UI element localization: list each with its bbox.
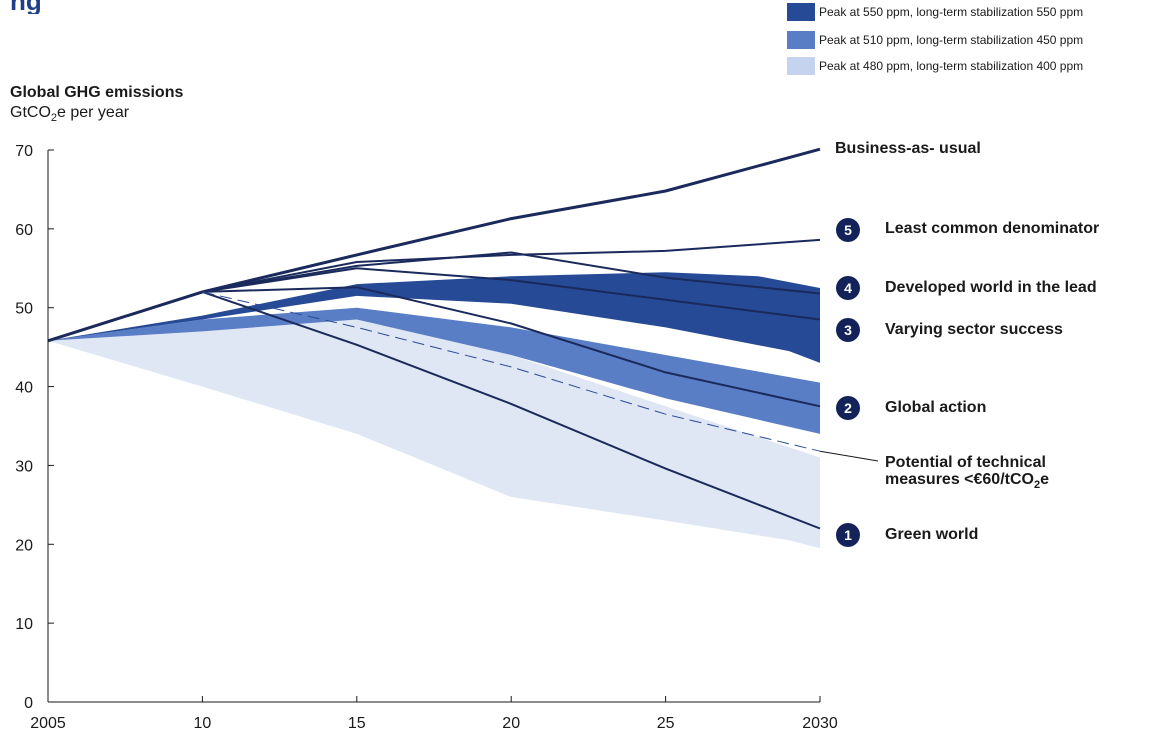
badge-scenario-1: 1: [836, 523, 860, 547]
x-tick-label: 20: [502, 715, 520, 732]
scenario-lines: [47, 147, 821, 530]
legend-label: Peak at 550 ppm, long-term stabilization…: [819, 5, 1084, 19]
legend-swatch: [787, 57, 815, 75]
legend-label: Peak at 510 ppm, long-term stabilization…: [819, 33, 1084, 47]
y-tick-label: 50: [15, 301, 33, 318]
y-axis-title: Global GHG emissions: [10, 84, 184, 101]
label-business-as-usual: Business-as- usual: [835, 140, 981, 157]
x-tick-label: 15: [348, 715, 366, 732]
y-tick-label: 70: [15, 143, 33, 160]
x-tick-label: 2005: [30, 715, 66, 732]
x-tick-label: 25: [657, 715, 675, 732]
label-leaders: [819, 450, 879, 462]
chart-title: ng: [10, 0, 42, 14]
scenario-bands: [48, 272, 820, 549]
legend-swatch: [787, 3, 815, 21]
series-line-6: [202, 291, 821, 452]
label-scenario-2: Global action: [885, 399, 987, 416]
y-tick-label: 30: [15, 458, 33, 475]
label-scenario-3: Varying sector success: [885, 321, 1063, 338]
series-line-5: [47, 290, 821, 530]
legend-item-480: Peak at 480 ppm, long-term stabilization…: [787, 56, 1167, 76]
y-tick-label: 40: [15, 380, 33, 397]
badge-scenario-2: 2: [836, 396, 860, 420]
band-1: [48, 307, 820, 434]
y-tick-label: 20: [15, 537, 33, 554]
label-potential-line2: measures <€60/tCO2e: [885, 471, 1050, 492]
badge-scenario-4: 4: [836, 276, 860, 300]
y-axis-unit: GtCO2e per year: [10, 104, 130, 125]
legend-swatch: [787, 31, 815, 49]
y-tick-label: 0: [24, 695, 33, 712]
legend-label: Peak at 480 ppm, long-term stabilization…: [819, 59, 1084, 73]
label-scenario-4: Developed world in the lead: [885, 279, 1097, 296]
badge-scenario-5: 5: [836, 218, 860, 242]
label-potential-line1: Potential of technical: [885, 454, 1046, 471]
badge-scenario-3: 3: [836, 318, 860, 342]
label-scenario-1: Green world: [885, 526, 979, 543]
band-0: [48, 319, 820, 549]
potential-leader-line: [819, 450, 879, 462]
chart-title-clip: ng: [0, 0, 700, 14]
x-tick-label: 2030: [802, 715, 838, 732]
x-tick-label: 10: [194, 715, 212, 732]
legend-item-550: Peak at 550 ppm, long-term stabilization…: [787, 2, 1167, 22]
y-tick-label: 60: [15, 222, 33, 239]
label-scenario-5: Least common denominator: [885, 220, 1100, 237]
legend-item-510: Peak at 510 ppm, long-term stabilization…: [787, 30, 1167, 50]
y-tick-label: 10: [15, 616, 33, 633]
